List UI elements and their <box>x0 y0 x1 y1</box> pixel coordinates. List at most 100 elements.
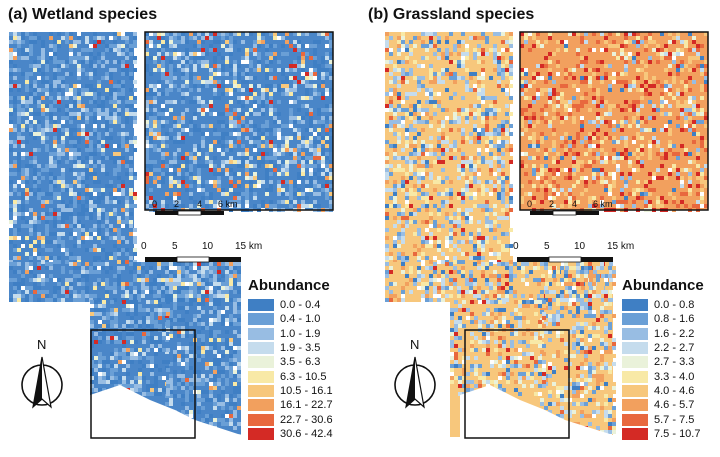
raster-cell <box>489 252 493 256</box>
raster-cell <box>489 48 493 52</box>
raster-cell <box>329 140 333 144</box>
raster-cell <box>205 362 209 366</box>
raster-cell <box>441 298 445 302</box>
raster-cell <box>197 108 201 112</box>
raster-cell <box>293 128 297 132</box>
raster-cell <box>225 40 229 44</box>
raster-cell <box>505 60 509 64</box>
raster-cell <box>193 68 197 72</box>
raster-cell <box>297 188 301 192</box>
raster-cell <box>165 100 169 104</box>
raster-cell <box>121 208 125 212</box>
raster-cell <box>169 52 173 56</box>
raster-cell <box>497 262 501 266</box>
raster-cell <box>249 88 253 92</box>
raster-cell <box>445 216 449 220</box>
raster-cell <box>209 398 213 402</box>
raster-cell <box>201 136 205 140</box>
raster-cell <box>285 144 289 148</box>
raster-cell <box>197 318 201 322</box>
raster-cell <box>109 252 113 256</box>
raster-cell <box>213 132 217 136</box>
raster-cell <box>162 376 166 380</box>
raster-cell <box>397 120 401 124</box>
raster-cell <box>49 44 53 48</box>
raster-cell <box>253 84 257 88</box>
raster-cell <box>93 262 97 266</box>
raster-cell <box>29 240 33 244</box>
raster-cell <box>65 260 69 264</box>
raster-cell <box>217 378 221 382</box>
raster-cell <box>105 232 109 236</box>
raster-cell <box>425 236 429 240</box>
raster-cell <box>73 232 77 236</box>
raster-cell <box>109 266 113 270</box>
raster-cell <box>445 256 449 260</box>
raster-cell <box>441 132 445 136</box>
raster-cell <box>126 364 130 368</box>
raster-cell <box>213 274 217 278</box>
raster-cell <box>21 196 25 200</box>
raster-cell <box>134 300 138 304</box>
raster-cell <box>189 298 193 302</box>
raster-cell <box>313 204 317 208</box>
raster-cell <box>249 108 253 112</box>
raster-cell <box>114 308 118 312</box>
raster-cell <box>134 352 138 356</box>
raster-cell <box>293 160 297 164</box>
raster-cell <box>69 92 73 96</box>
raster-cell <box>97 232 101 236</box>
raster-cell <box>33 278 37 282</box>
raster-cell <box>94 300 98 304</box>
raster-cell <box>245 88 249 92</box>
raster-cell <box>329 124 333 128</box>
raster-cell <box>89 140 93 144</box>
raster-cell <box>589 286 593 290</box>
raster-cell <box>245 32 249 36</box>
raster-cell <box>45 68 49 72</box>
raster-cell <box>501 228 505 232</box>
raster-cell <box>153 92 157 96</box>
raster-cell <box>317 136 321 140</box>
raster-cell <box>309 156 313 160</box>
raster-cell <box>225 318 229 322</box>
raster-cell <box>201 374 205 378</box>
raster-cell <box>597 294 601 298</box>
raster-cell <box>600 262 604 266</box>
raster-cell <box>81 282 85 286</box>
raster-cell <box>385 152 389 156</box>
raster-cell <box>321 108 325 112</box>
raster-cell <box>166 380 170 384</box>
raster-cell <box>53 290 57 294</box>
raster-cell <box>114 332 118 336</box>
raster-cell <box>217 40 221 44</box>
raster-cell <box>129 290 133 294</box>
raster-cell <box>110 320 114 324</box>
raster-cell <box>437 36 441 40</box>
raster-cell <box>437 298 441 302</box>
raster-cell <box>592 262 596 266</box>
raster-cell <box>81 270 85 274</box>
raster-cell <box>225 192 229 196</box>
raster-cell <box>397 96 401 100</box>
raster-cell <box>285 140 289 144</box>
raster-cell <box>166 312 170 316</box>
raster-cell <box>469 60 473 64</box>
raster-cell <box>596 354 600 358</box>
raster-cell <box>217 112 221 116</box>
raster-cell <box>229 286 233 290</box>
raster-cell <box>401 236 405 240</box>
raster-cell <box>177 120 181 124</box>
raster-cell <box>301 136 305 140</box>
raster-cell <box>201 100 205 104</box>
raster-cell <box>221 414 225 418</box>
raster-cell <box>110 368 114 372</box>
raster-cell <box>245 176 249 180</box>
raster-cell <box>97 298 101 302</box>
raster-cell <box>301 116 305 120</box>
raster-cell <box>181 402 185 406</box>
raster-cell <box>130 316 134 320</box>
raster-cell <box>126 304 130 308</box>
raster-cell <box>118 376 122 380</box>
raster-cell <box>552 318 556 322</box>
